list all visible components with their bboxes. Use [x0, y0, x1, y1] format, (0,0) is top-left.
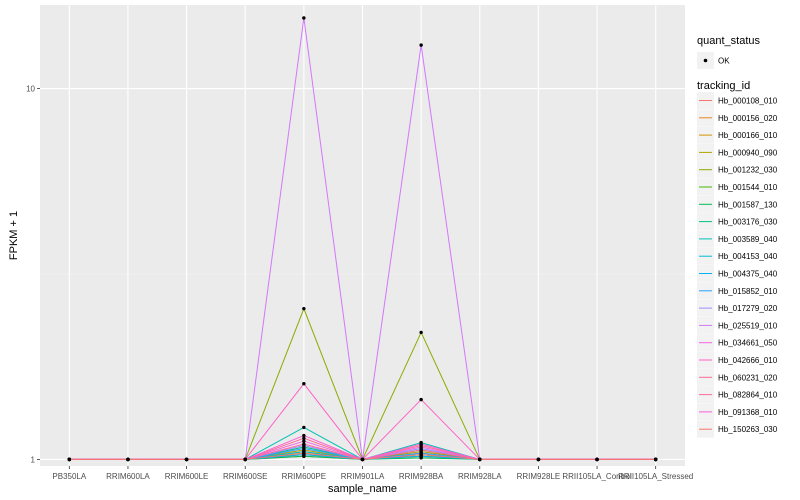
x-tick-label: RRII105LA_Control — [562, 472, 632, 481]
data-point — [419, 43, 423, 47]
data-point — [126, 457, 130, 462]
legend-label: Hb_000156_020 — [718, 114, 778, 123]
data-point — [302, 425, 306, 430]
x-tick-label: RRIM600SE — [223, 472, 267, 481]
legend-label: Hb_034661_050 — [718, 339, 778, 348]
data-point — [419, 452, 423, 457]
x-tick-label: RRIM600PE — [282, 472, 326, 481]
data-point — [302, 382, 306, 386]
legend-label: Hb_000108_010 — [718, 97, 778, 106]
data-point — [419, 442, 423, 446]
data-point — [302, 306, 306, 311]
legend-label: Hb_001587_130 — [718, 200, 778, 209]
data-point — [653, 457, 658, 462]
data-point — [302, 439, 306, 443]
x-tick-label: RRII105LA_Stressed — [618, 472, 693, 481]
y-tick-label: 1 — [31, 455, 36, 464]
legend-label: Hb_004153_040 — [718, 252, 778, 261]
data-point — [419, 330, 423, 335]
data-point — [536, 457, 541, 462]
data-point — [360, 457, 365, 462]
data-point — [302, 442, 306, 446]
legend-label: Hb_001232_030 — [718, 166, 778, 175]
y-tick-label: 10 — [26, 85, 35, 94]
legend-label: Hb_001544_010 — [718, 183, 778, 192]
y-axis-ticks: 1 10 — [26, 85, 40, 464]
x-axis-ticks: PB350LA RRIM600LA RRIM600LE RRIM600SE RRIM60… — [52, 466, 693, 481]
legend-label: Hb_091368_010 — [718, 408, 778, 417]
data-point — [184, 457, 189, 462]
data-point — [419, 448, 423, 452]
x-tick-label: RRIM901LA — [341, 472, 385, 481]
data-point — [595, 457, 599, 462]
legend-label: Hb_003589_040 — [718, 235, 778, 244]
legend-label: OK — [718, 57, 730, 66]
quant-status-legend-title: quant_status — [697, 35, 760, 47]
data-point — [302, 16, 306, 20]
legend-label: Hb_150263_030 — [718, 425, 778, 434]
x-axis-title: sample_name — [328, 483, 397, 495]
legend-label: Hb_000166_010 — [718, 131, 778, 140]
x-tick-label: RRIM600LE — [165, 472, 209, 481]
legend-label: Hb_042666_010 — [718, 356, 778, 365]
data-point — [302, 433, 306, 438]
y-axis-title: FPKM + 1 — [8, 211, 20, 260]
legend-point-icon — [703, 58, 708, 63]
legend-label: Hb_000940_090 — [718, 148, 778, 157]
x-tick-label: RRIM928LE — [517, 472, 561, 481]
legend-label: Hb_003176_030 — [718, 218, 778, 227]
data-point — [478, 457, 482, 462]
legend-label: Hb_082864_010 — [718, 391, 778, 400]
data-point — [67, 457, 72, 462]
x-tick-label: RRIM600LA — [106, 472, 150, 481]
x-tick-label: RRIM928LA — [458, 472, 502, 481]
legend-label: Hb_025519_010 — [718, 321, 778, 330]
legend-label: Hb_015852_010 — [718, 287, 778, 296]
legend-label: Hb_017279_020 — [718, 304, 778, 313]
data-point — [419, 397, 423, 402]
data-point — [302, 451, 306, 455]
data-points — [67, 16, 658, 462]
legend-label: Hb_060231_020 — [718, 373, 778, 382]
tracking-legend-title: tracking_id — [697, 80, 750, 92]
x-tick-label: RRIM928BA — [399, 472, 444, 481]
legend-label: Hb_004375_040 — [718, 270, 778, 279]
data-point — [302, 436, 306, 441]
legend: quant_status OK tracking_id Hb_000108_010 Hb… — [697, 35, 778, 438]
data-point — [243, 457, 247, 462]
x-tick-label: PB350LA — [52, 472, 86, 481]
data-point — [302, 446, 306, 451]
